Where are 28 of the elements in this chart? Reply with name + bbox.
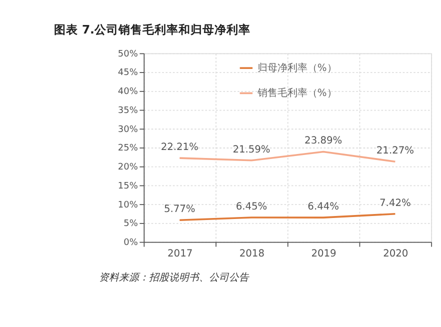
line-series — [178, 212, 396, 221]
y-tick-label: 20% — [118, 162, 138, 173]
y-tick-label: 0% — [124, 238, 138, 248]
y-tick-label: 5% — [124, 219, 138, 230]
text: 22.21% — [160, 142, 198, 153]
y-tick-label: 15% — [118, 181, 138, 192]
y-tick-label: 45% — [118, 68, 138, 78]
text: 23.89% — [304, 136, 342, 147]
legend-label: 销售毛利率（%） — [256, 86, 337, 99]
x-tick-label: 2019 — [311, 248, 336, 260]
x-tick-label: 2020 — [383, 248, 408, 260]
legend-label: 归母净利率（%） — [257, 62, 337, 74]
text: 21.59% — [232, 144, 270, 156]
y-tick-label: 30% — [118, 124, 138, 135]
y-tick-label: 50% — [118, 49, 138, 60]
text: 6.45% — [236, 201, 268, 212]
text: 资料来源：招股说明书、公司公告 — [98, 271, 250, 284]
text: 6.44% — [308, 201, 340, 212]
y-tick-label: 10% — [118, 200, 138, 210]
text: 7.42% — [380, 198, 411, 209]
y-tick-label: 25% — [118, 144, 138, 154]
text: 5.77% — [164, 204, 196, 216]
x-tick-label: 2017 — [168, 248, 193, 260]
text: 21.27% — [376, 146, 414, 157]
chart-title: 图表 7.公司销售毛利率和归母净利率 — [54, 22, 250, 36]
y-tick-label: 40% — [118, 87, 138, 98]
y-tick-label: 35% — [118, 106, 138, 116]
x-tick-label: 2018 — [239, 248, 264, 260]
